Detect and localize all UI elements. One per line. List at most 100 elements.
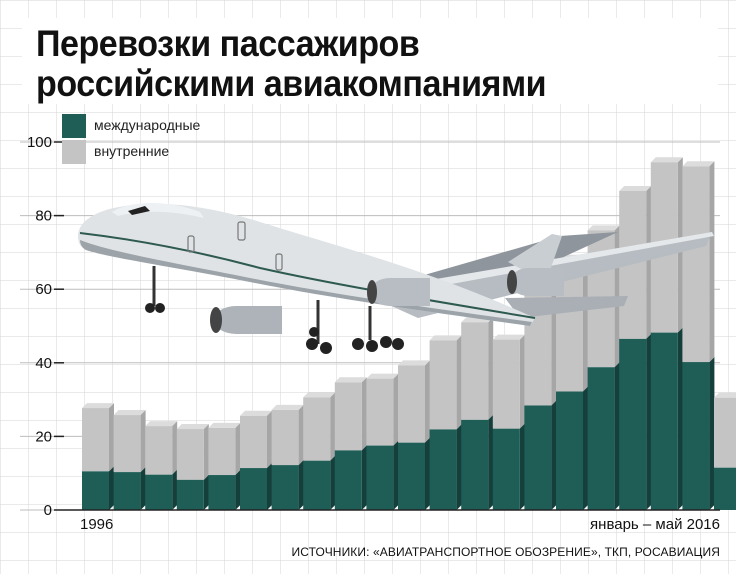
bar-domestic-top — [429, 335, 462, 341]
bar-domestic-top — [176, 424, 209, 430]
bar-domestic-side — [235, 422, 241, 476]
y-tick-label: 100 — [27, 134, 52, 151]
bar-international-side — [456, 424, 462, 510]
bar-international-side — [203, 474, 209, 510]
bar-domestic-side — [267, 410, 272, 469]
bar-international — [271, 465, 299, 510]
bar-international — [619, 338, 647, 510]
bar-domestic — [461, 322, 489, 420]
bar-international-side — [646, 333, 652, 510]
bar-international — [398, 442, 425, 510]
bar-domestic — [492, 339, 520, 429]
bar-domestic-top — [366, 373, 399, 379]
bar-domestic-side — [519, 334, 525, 429]
bar-international-side — [488, 414, 494, 510]
bar-international — [303, 460, 331, 510]
bar-international-side — [551, 400, 557, 510]
bar-domestic-side — [456, 335, 462, 430]
bar-domestic-top — [240, 410, 272, 416]
legend-swatch-international — [62, 114, 86, 138]
bar-domestic-side — [203, 424, 209, 480]
bar-domestic-side — [488, 317, 494, 420]
bar-international — [556, 391, 583, 510]
bar-international — [714, 467, 736, 510]
bar-international-side — [140, 467, 146, 510]
bar-domestic-top — [398, 360, 430, 366]
bar-international — [461, 419, 489, 510]
bar-international-side — [614, 362, 620, 510]
bar-domestic-side — [361, 377, 367, 451]
bar-international — [176, 479, 204, 510]
bar-international — [524, 405, 552, 510]
title-box — [22, 18, 718, 104]
bar-international-side — [709, 357, 715, 510]
bar-domestic — [82, 408, 109, 472]
airplane-illustration — [78, 203, 714, 354]
bar-domestic-side — [709, 161, 715, 363]
y-tick-label: 0 — [44, 502, 52, 519]
bar-domestic — [113, 415, 141, 473]
y-tick-label: 80 — [35, 208, 52, 225]
bar-domestic — [303, 397, 331, 461]
bar-international — [650, 332, 678, 510]
bar-domestic-top — [334, 377, 367, 383]
bar-domestic-side — [425, 360, 430, 443]
y-tick-label: 40 — [35, 355, 52, 372]
bar-international — [492, 428, 520, 510]
bar-domestic — [240, 415, 267, 469]
bar-domestic — [145, 426, 173, 475]
bar-domestic-side — [646, 185, 652, 339]
bar-international-side — [109, 466, 114, 510]
bar-domestic-side — [109, 403, 114, 472]
bar-domestic-side — [330, 392, 336, 461]
y-tick-label: 20 — [35, 428, 52, 445]
legend-label-international: международные — [94, 117, 201, 133]
bar-domestic-top — [714, 392, 736, 398]
bar-domestic-top — [587, 225, 620, 231]
bar-domestic — [366, 378, 394, 446]
y-tick-label: 60 — [35, 281, 52, 298]
bar-domestic — [271, 409, 299, 466]
bar-international — [366, 445, 394, 510]
bar-domestic — [334, 382, 362, 451]
chart-title: Перевозки пассажиров российскими авиаком… — [36, 23, 547, 104]
bar-domestic-top — [682, 161, 715, 167]
bar-international-side — [519, 423, 525, 510]
x-axis-start-label: 1996 — [80, 516, 114, 533]
bar-domestic — [429, 340, 457, 430]
bar-international — [113, 472, 141, 510]
bar-domestic-top — [145, 421, 178, 427]
bar-international-side — [235, 470, 241, 510]
x-axis-end-label: январь – май 2016 — [590, 516, 720, 533]
bar-international-side — [677, 327, 683, 510]
bar-domestic-side — [172, 421, 178, 475]
bar-international — [145, 474, 173, 510]
bar-international-side — [267, 463, 272, 510]
bar-domestic-top — [208, 422, 241, 428]
bar-international — [240, 468, 267, 510]
bar-international — [208, 475, 236, 510]
bar-international — [429, 429, 457, 510]
y-axis: 0 20 40 60 80 100 — [27, 134, 64, 519]
legend-swatch-domestic — [62, 140, 86, 164]
bar-domestic — [208, 427, 236, 476]
source-note: ИСТОЧНИКИ: «АВИАТРАНСПОРТНОЕ ОБОЗРЕНИЕ»,… — [291, 545, 720, 559]
bar-domestic-side — [140, 410, 146, 473]
bar-domestic-top — [113, 410, 146, 416]
bar-domestic-top — [619, 185, 652, 191]
bar-domestic — [714, 397, 736, 468]
bar-international-side — [361, 445, 367, 510]
bar-domestic — [398, 365, 425, 443]
bar-international — [682, 362, 710, 510]
bar-domestic-side — [583, 254, 588, 392]
bar-domestic — [682, 166, 710, 363]
bar-international-side — [298, 460, 304, 510]
bar-international — [334, 450, 362, 510]
bar-domestic-side — [393, 373, 399, 446]
bar-international — [587, 367, 615, 510]
bar-domestic-top — [492, 334, 525, 340]
legend-label-domestic: внутренние — [94, 143, 170, 159]
bar-domestic-top — [271, 404, 304, 410]
bar-domestic-top — [303, 392, 336, 398]
